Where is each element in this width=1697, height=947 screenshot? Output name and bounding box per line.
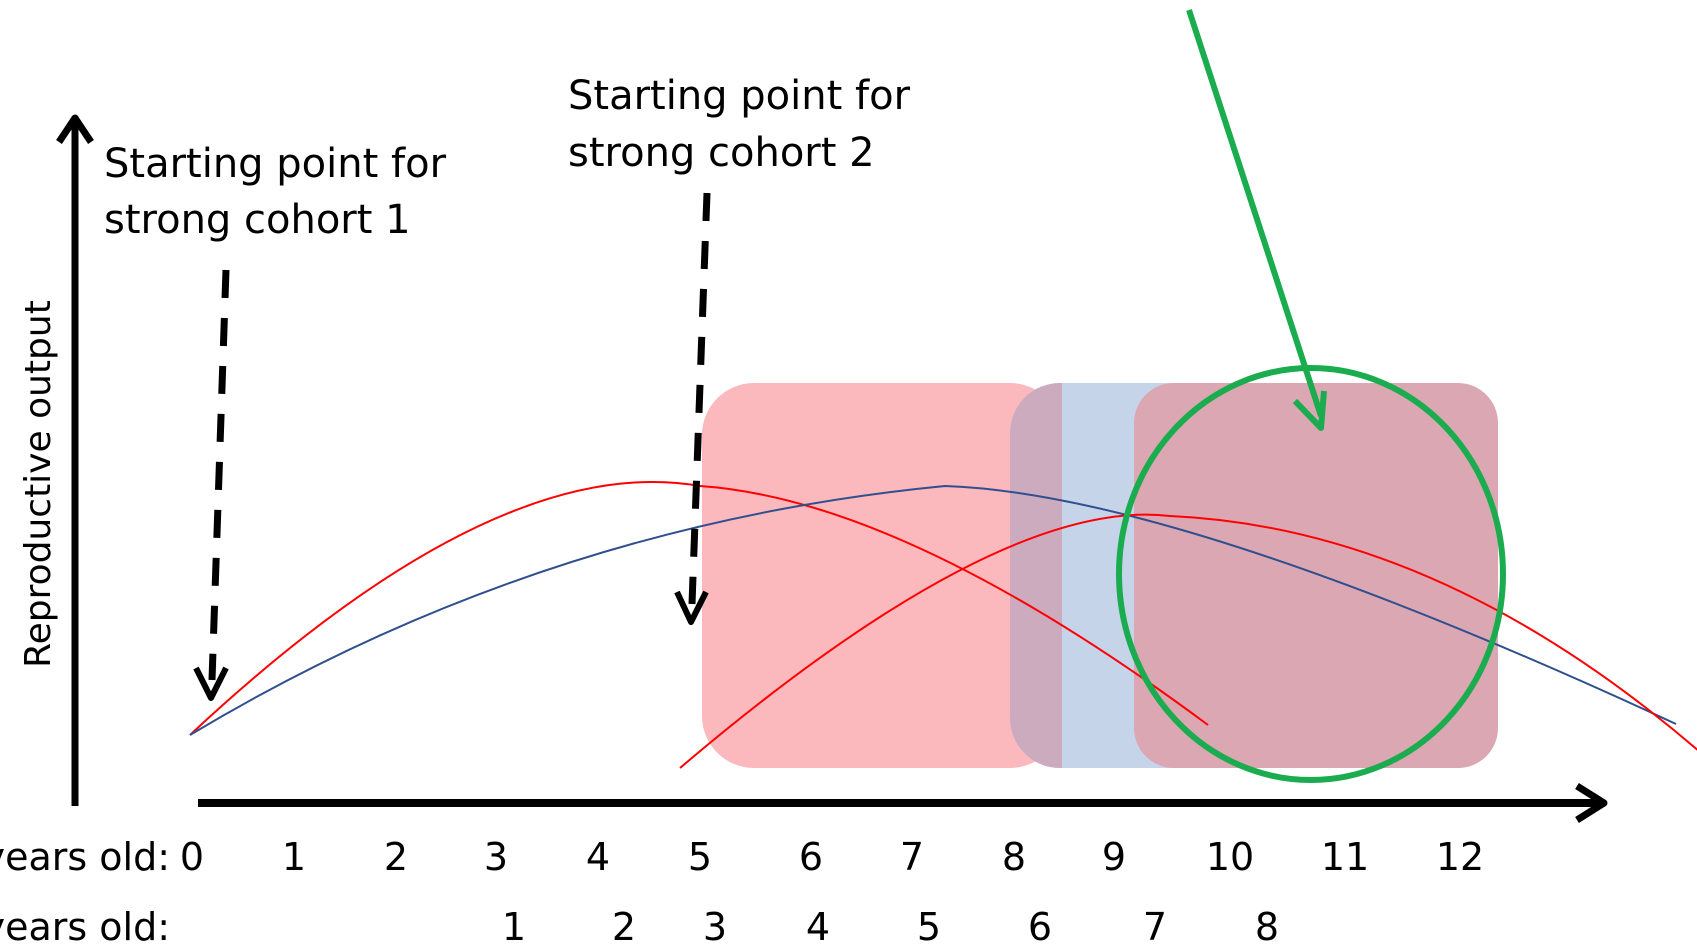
axes bbox=[56, 114, 1608, 823]
row1-tick: 9 bbox=[1102, 835, 1126, 879]
highlight bbox=[1116, 9, 1506, 783]
row2-tick: 5 bbox=[917, 905, 941, 947]
row1-tick: 3 bbox=[484, 835, 508, 879]
row1-tick: 0 bbox=[180, 835, 204, 879]
row2-tick: 1 bbox=[502, 905, 526, 947]
red-blue-overlap-region bbox=[1010, 383, 1062, 768]
row2-tick: 7 bbox=[1143, 905, 1167, 947]
row1-tick: 10 bbox=[1206, 835, 1254, 879]
row1-tick: 11 bbox=[1321, 835, 1369, 879]
red-curve-cohort2 bbox=[679, 513, 1697, 769]
row2-label: years old: bbox=[0, 905, 170, 947]
row1-tick: 2 bbox=[384, 835, 408, 879]
red-region-cohort2-peak bbox=[702, 383, 1062, 768]
highlight-circle bbox=[1116, 365, 1506, 783]
cohort2-annotation-line1: Starting point for bbox=[568, 73, 911, 119]
row2-tick: 6 bbox=[1028, 905, 1052, 947]
cohort2-dashed-arrow bbox=[688, 192, 711, 605]
row1-tick: 7 bbox=[900, 835, 924, 879]
x-axis-row1: years old: 0 1 2 3 4 5 6 7 8 9 10 11 12 bbox=[0, 835, 1484, 879]
row2-tick: 8 bbox=[1255, 905, 1279, 947]
blue-curve bbox=[189, 484, 1677, 736]
cohort1-annotation-line1: Starting point for bbox=[104, 141, 447, 187]
x-axis-arrow-head bbox=[1575, 783, 1608, 823]
row2-tick: 2 bbox=[612, 905, 636, 947]
row1-tick: 8 bbox=[1002, 835, 1026, 879]
row1-tick: 1 bbox=[282, 835, 306, 879]
highlight-arrow-shaft bbox=[1186, 9, 1324, 417]
y-axis-arrow-head bbox=[56, 114, 94, 144]
y-axis-label: Reproductive output bbox=[18, 300, 59, 668]
row2-tick: 4 bbox=[806, 905, 830, 947]
row1-tick: 4 bbox=[586, 835, 610, 879]
row2-tick: 3 bbox=[703, 905, 727, 947]
cohort1-arrow-head bbox=[193, 666, 229, 701]
cohort1-dashed-arrow bbox=[208, 269, 230, 681]
cohort2-annotation-line2: strong cohort 2 bbox=[568, 130, 875, 176]
shaded-regions bbox=[702, 383, 1498, 768]
start-arrows bbox=[193, 192, 711, 701]
highlight-arrow-head bbox=[1292, 390, 1327, 431]
row1-tick: 6 bbox=[799, 835, 823, 879]
row1-tick: 5 bbox=[688, 835, 712, 879]
cohort2-arrow-head bbox=[674, 590, 709, 625]
row1-label: years old: bbox=[0, 835, 170, 879]
x-axis-row2: years old: 1 2 3 4 5 6 7 8 bbox=[0, 905, 1279, 947]
cohort1-annotation-line2: strong cohort 1 bbox=[104, 197, 411, 243]
row1-tick: 12 bbox=[1436, 835, 1484, 879]
overlap-region-right bbox=[1134, 383, 1498, 768]
